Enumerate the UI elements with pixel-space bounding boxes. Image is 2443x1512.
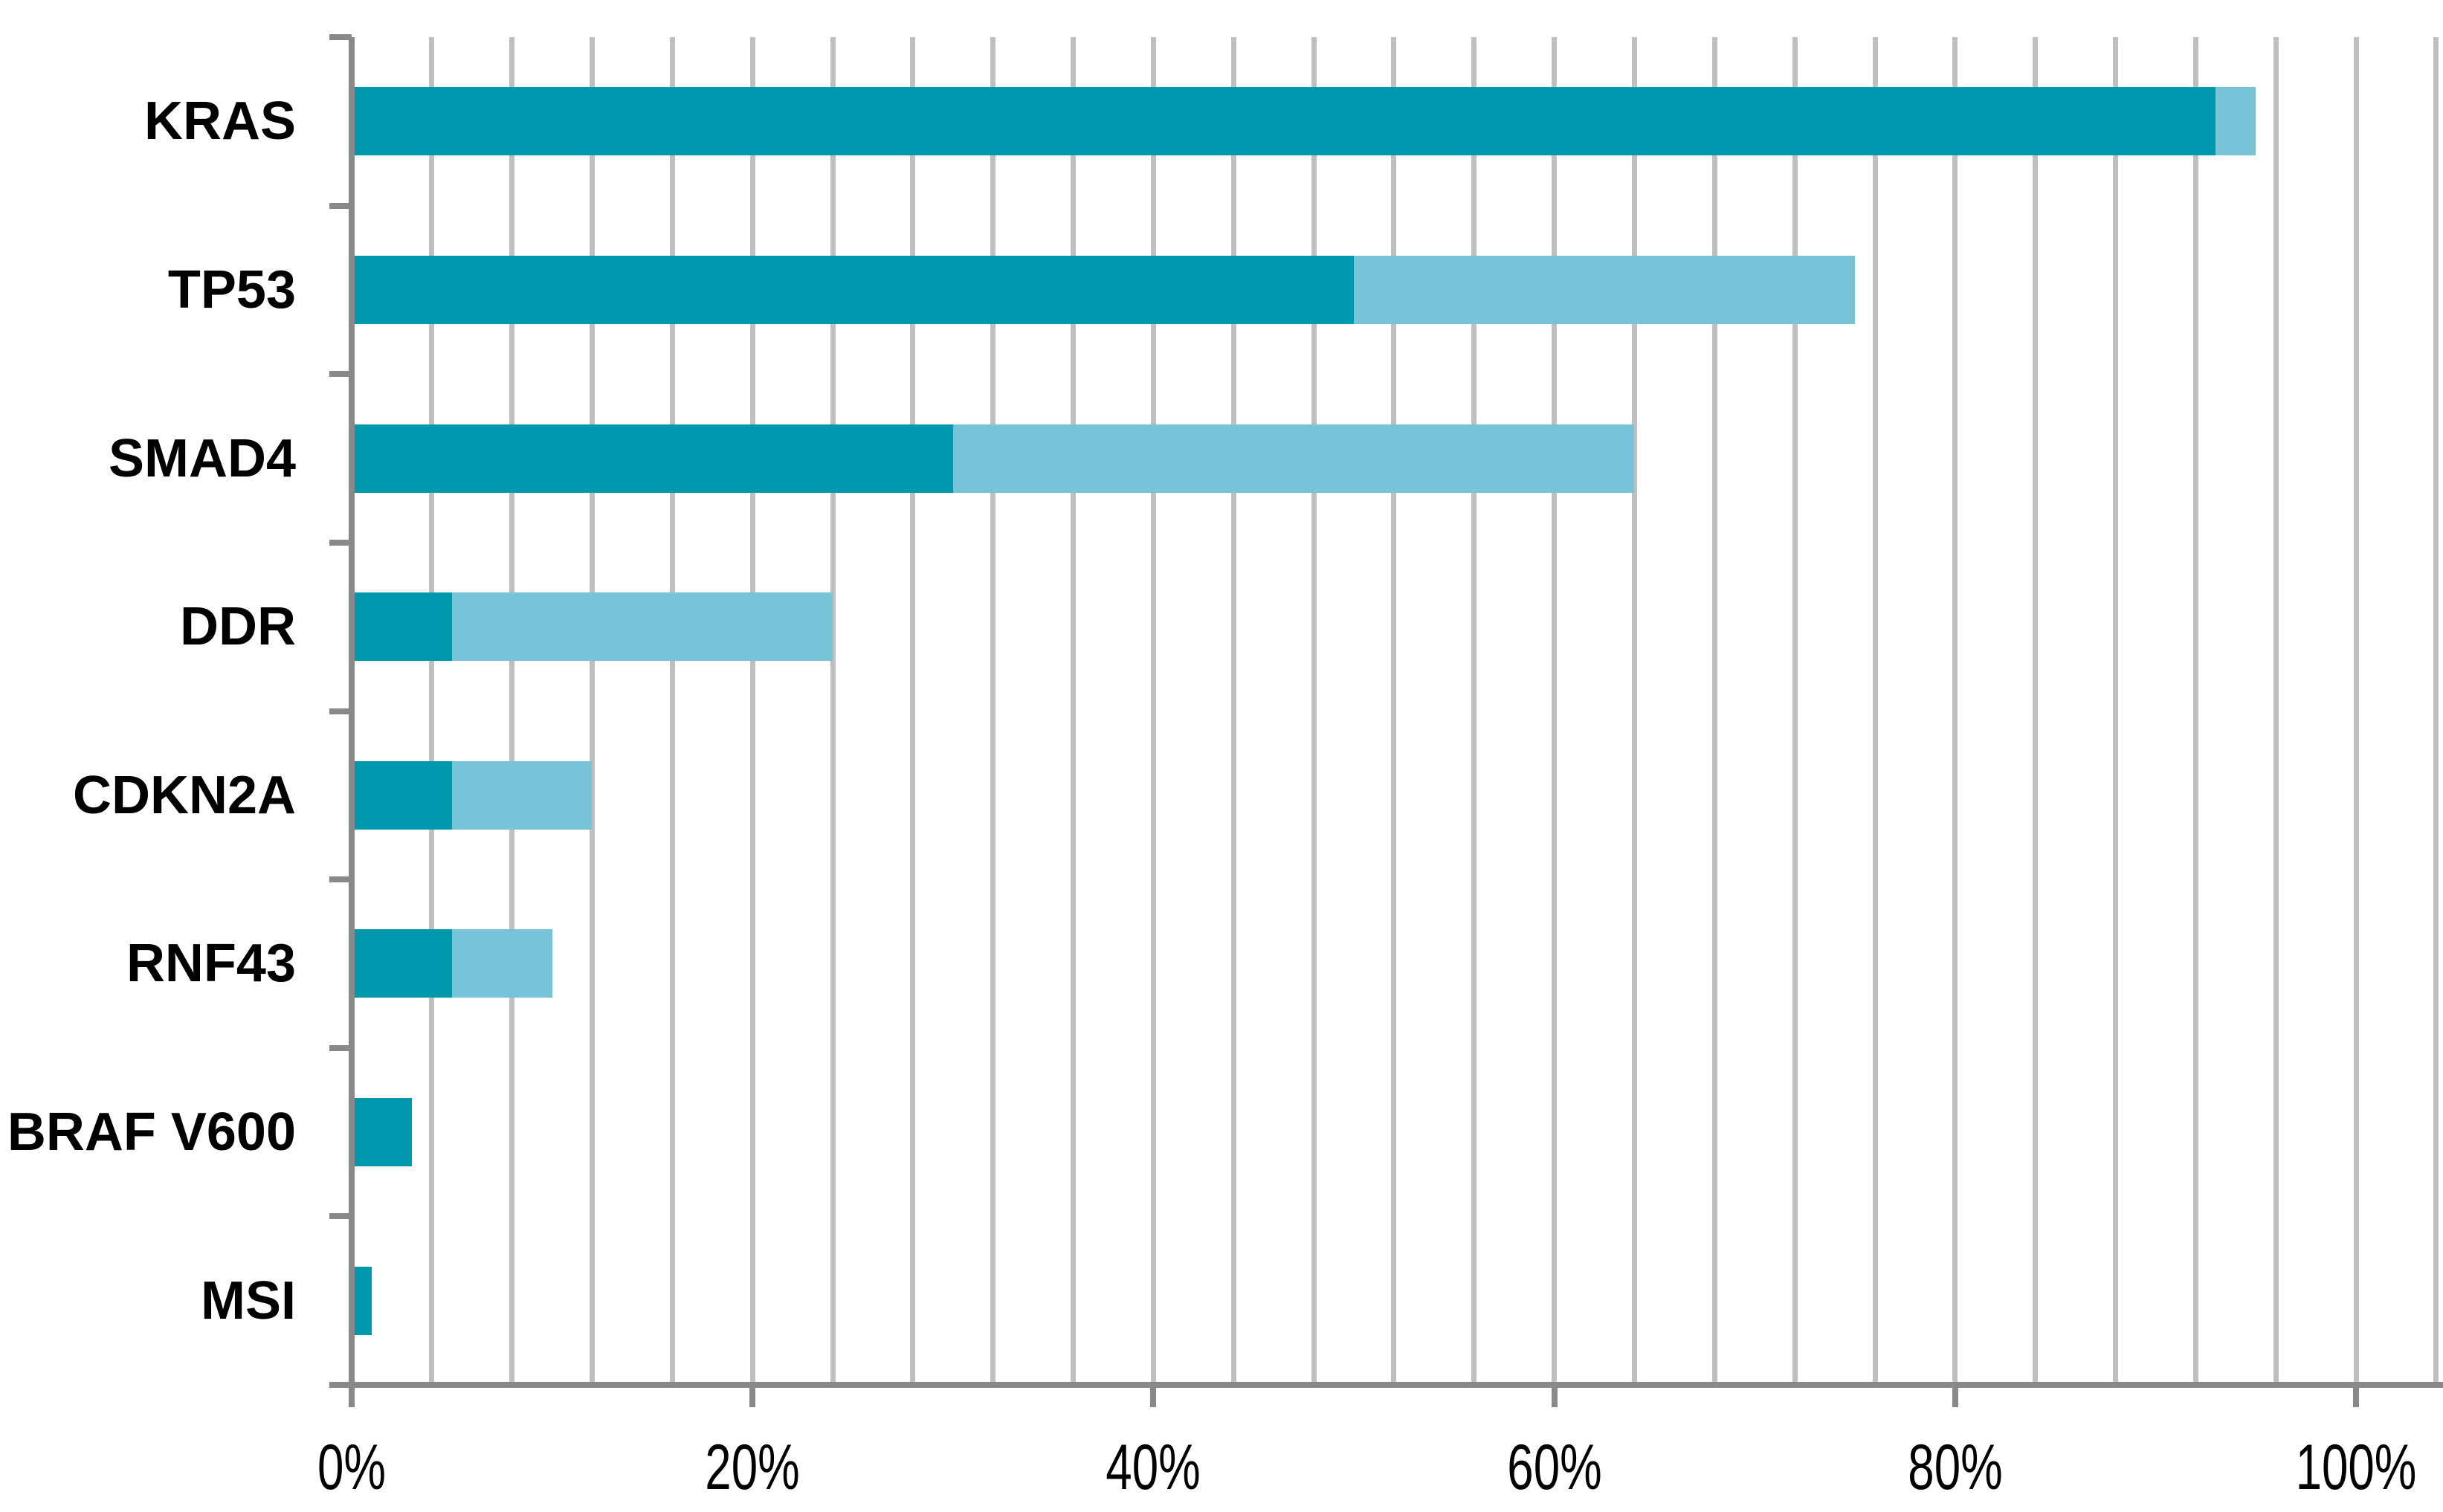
y-axis-tick <box>329 1213 352 1220</box>
category-label-smad4: SMAD4 <box>108 428 296 488</box>
vertical-gridline <box>1150 37 1156 1382</box>
vertical-gridline <box>749 37 755 1382</box>
x-axis-tick <box>749 1382 756 1407</box>
bar-smad4-dark-teal-segment <box>352 424 953 493</box>
x-axis-tick <box>349 1382 355 1407</box>
vertical-gridline <box>990 37 996 1382</box>
x-axis-tick-label-100pct: 100% <box>2295 1432 2417 1503</box>
y-axis-tick <box>329 1382 352 1388</box>
vertical-gridline <box>2353 37 2359 1382</box>
bar-tp53-light-blue-segment <box>1354 255 1855 324</box>
x-axis-tick <box>2353 1382 2359 1407</box>
bar-cdkn2a-dark-teal-segment <box>352 760 452 830</box>
x-axis-tick-label-80pct: 80% <box>1908 1432 2003 1503</box>
bar-cdkn2a-light-blue-segment <box>451 760 593 830</box>
category-label-braf-v600: BRAF V600 <box>7 1102 296 1163</box>
category-label-cdkn2a: CDKN2A <box>72 765 296 825</box>
y-axis-tick <box>329 371 352 378</box>
vertical-gridline <box>2433 37 2439 1382</box>
bar-ddr-light-blue-segment <box>451 592 833 662</box>
vertical-gridline <box>2113 37 2118 1382</box>
vertical-gridline <box>1872 37 1878 1382</box>
vertical-gridline <box>2273 37 2279 1382</box>
x-axis-tick-label-40pct: 40% <box>1106 1432 1201 1503</box>
vertical-gridline <box>669 37 675 1382</box>
category-label-kras: KRAS <box>143 91 296 152</box>
vertical-gridline <box>590 37 595 1382</box>
x-axis-tick-label-0pct: 0% <box>317 1432 386 1503</box>
vertical-gridline <box>2033 37 2039 1382</box>
x-axis-tick <box>1551 1382 1558 1407</box>
y-axis-tick <box>329 1044 352 1051</box>
vertical-gridline <box>1071 37 1077 1382</box>
y-axis-tick <box>329 708 352 714</box>
bar-msi-dark-teal-segment <box>352 1266 372 1335</box>
x-axis-tick <box>1952 1382 1958 1407</box>
vertical-gridline <box>1792 37 1798 1382</box>
vertical-gridline <box>2192 37 2198 1382</box>
bar-smad4-light-blue-segment <box>952 424 1635 493</box>
vertical-gridline <box>830 37 836 1382</box>
bar-braf-v600-dark-teal-segment <box>352 1098 412 1167</box>
vertical-gridline <box>1631 37 1637 1382</box>
vertical-gridline <box>1552 37 1558 1382</box>
bar-tp53-dark-teal-segment <box>352 255 1354 324</box>
y-axis-tick <box>329 202 352 209</box>
bar-ddr-dark-teal-segment <box>352 592 452 662</box>
bar-kras-light-blue-segment <box>2216 87 2256 156</box>
y-axis-line <box>349 37 355 1406</box>
category-label-ddr: DDR <box>180 597 296 657</box>
vertical-gridline <box>1391 37 1397 1382</box>
x-axis-tick <box>1150 1382 1157 1407</box>
x-axis-tick-label-60pct: 60% <box>1506 1432 1602 1503</box>
category-label-msi: MSI <box>200 1270 296 1331</box>
vertical-gridline <box>509 37 515 1382</box>
vertical-gridline <box>1311 37 1317 1382</box>
category-label-tp53: TP53 <box>167 259 296 320</box>
vertical-gridline <box>1952 37 1958 1382</box>
y-axis-tick <box>329 34 352 40</box>
x-axis-line <box>329 1382 2443 1388</box>
vertical-gridline <box>1471 37 1477 1382</box>
bar-rnf43-light-blue-segment <box>451 929 552 998</box>
vertical-gridline <box>429 37 435 1382</box>
bar-rnf43-dark-teal-segment <box>352 929 452 998</box>
vertical-gridline <box>1230 37 1236 1382</box>
y-axis-tick <box>329 876 352 883</box>
bar-kras-dark-teal-segment <box>352 87 2216 156</box>
y-axis-tick <box>329 539 352 546</box>
x-axis-tick-label-20pct: 20% <box>705 1432 800 1503</box>
vertical-gridline <box>910 37 916 1382</box>
category-label-rnf43: RNF43 <box>126 934 296 994</box>
vertical-gridline <box>1711 37 1717 1382</box>
